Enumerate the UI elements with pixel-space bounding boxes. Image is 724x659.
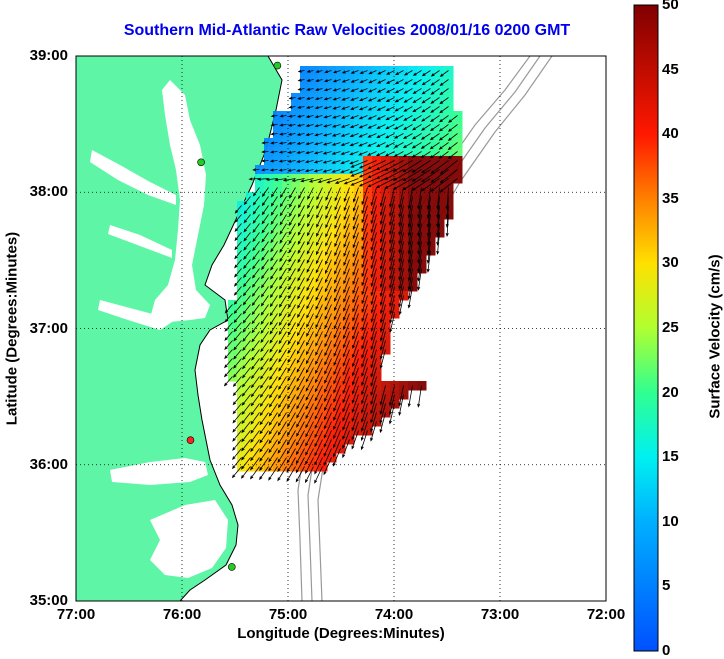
colorbar [633, 4, 659, 652]
plot-frame [75, 55, 607, 602]
map-gridlines [76, 56, 606, 601]
pamlico-sound [150, 500, 228, 578]
colorbar-tick-label: 25 [662, 319, 679, 336]
albemarle-sound [110, 458, 208, 485]
james-river [98, 300, 172, 330]
radar-station-marker [186, 436, 195, 445]
colorbar-tick-label: 30 [662, 254, 679, 272]
y-tick-label: 38:00 [29, 183, 68, 201]
radar-station-marker [228, 563, 236, 571]
velocity-vectors [223, 69, 458, 484]
colorbar-tick-label: 5 [662, 577, 671, 595]
colorbar-tick-label: 35 [662, 189, 679, 207]
map-title: Southern Mid-Atlantic Raw Velocities 200… [123, 22, 571, 39]
x-tick-label: 75:00 [268, 606, 308, 623]
x-tick-label: 76:00 [162, 606, 202, 623]
radar-stations [186, 61, 282, 571]
y-tick-label: 35:00 [29, 592, 68, 609]
colorbar-tick-label: 40 [662, 125, 679, 143]
y-tick-label: 37:00 [29, 319, 68, 337]
x-tick-label: 72:00 [586, 606, 626, 623]
x-tick-label: 74:00 [374, 606, 414, 623]
y-tick-label: 36:00 [29, 455, 68, 473]
y-tick-label: 39:00 [29, 47, 68, 64]
x-tick-label: 77:00 [56, 606, 96, 623]
chesapeake-bay [150, 80, 210, 322]
colorbar-tick-label: 45 [662, 60, 679, 78]
colorbar-tick-label: 10 [662, 512, 679, 530]
colorbar-label: Surface Velocity (cm/s) [706, 254, 724, 419]
radar-station-marker [273, 61, 282, 70]
colorbar-tick-label: 50 [662, 0, 679, 13]
y-axis-label: Latitude (Degrees:Minutes) [3, 231, 21, 426]
x-tick-label: 73:00 [480, 606, 520, 623]
potomac-river [90, 150, 176, 205]
x-axis-label: Longitude (Degrees:Minutes) [237, 625, 445, 642]
colorbar-tick-label: 0 [662, 642, 671, 659]
colorbar-tick-label: 20 [662, 383, 679, 401]
colorbar-tick-label: 15 [662, 448, 679, 466]
rappahannock-river [108, 225, 172, 258]
radar-station-marker [197, 158, 205, 167]
